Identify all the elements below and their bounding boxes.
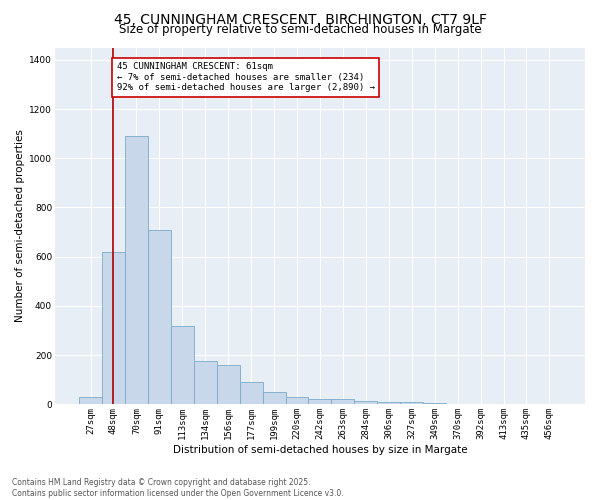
Bar bbox=[102, 252, 125, 404]
Bar bbox=[331, 400, 355, 404]
Bar bbox=[377, 402, 400, 404]
Bar bbox=[239, 382, 263, 404]
X-axis label: Distribution of semi-detached houses by size in Margate: Distribution of semi-detached houses by … bbox=[173, 445, 467, 455]
Bar bbox=[286, 397, 308, 404]
Text: Contains HM Land Registry data © Crown copyright and database right 2025.
Contai: Contains HM Land Registry data © Crown c… bbox=[12, 478, 344, 498]
Bar bbox=[148, 230, 171, 404]
Text: 45 CUNNINGHAM CRESCENT: 61sqm
← 7% of semi-detached houses are smaller (234)
92%: 45 CUNNINGHAM CRESCENT: 61sqm ← 7% of se… bbox=[117, 62, 375, 92]
Text: Size of property relative to semi-detached houses in Margate: Size of property relative to semi-detach… bbox=[119, 22, 481, 36]
Bar bbox=[194, 362, 217, 405]
Bar bbox=[308, 400, 331, 404]
Y-axis label: Number of semi-detached properties: Number of semi-detached properties bbox=[15, 130, 25, 322]
Bar bbox=[263, 392, 286, 404]
Bar bbox=[355, 400, 377, 404]
Bar bbox=[79, 397, 102, 404]
Bar bbox=[171, 326, 194, 404]
Bar bbox=[400, 402, 423, 404]
Text: 45, CUNNINGHAM CRESCENT, BIRCHINGTON, CT7 9LF: 45, CUNNINGHAM CRESCENT, BIRCHINGTON, CT… bbox=[113, 12, 487, 26]
Bar bbox=[125, 136, 148, 404]
Bar bbox=[217, 365, 239, 405]
Bar bbox=[423, 403, 446, 404]
